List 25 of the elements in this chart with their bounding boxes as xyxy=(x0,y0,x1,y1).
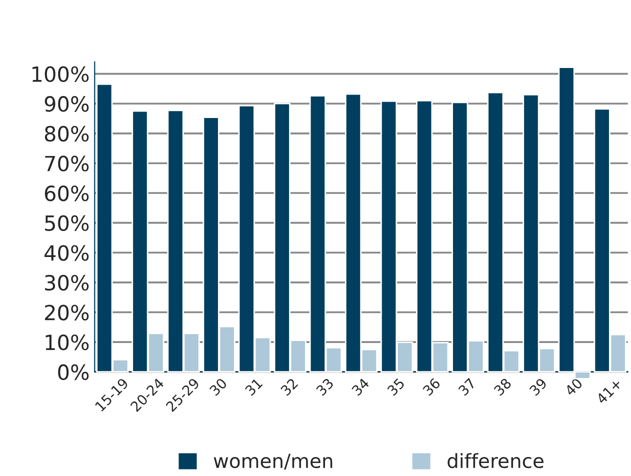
y-tick-label: 10% xyxy=(46,334,89,350)
y-tick-label: 70% xyxy=(45,156,89,172)
y-tick-label: 0% xyxy=(58,364,89,380)
x-tick-label: 33 xyxy=(316,378,334,396)
x-tick-label: 40 xyxy=(564,378,583,396)
x-tick-label: 31 xyxy=(244,378,263,396)
y-tick-label: 100% xyxy=(32,66,89,82)
x-tick-label: 32 xyxy=(280,378,298,396)
legend-label: women/men xyxy=(214,454,332,470)
y-tick-label: 40% xyxy=(44,245,89,261)
x-tick-label: 41+ xyxy=(596,378,622,404)
x-tick-label: 36 xyxy=(422,378,441,396)
y-tick-label: 60% xyxy=(44,185,89,202)
x-tick-label: 35 xyxy=(386,378,406,396)
y-tick-label: 50% xyxy=(45,215,89,232)
x-tick-label: 34 xyxy=(351,377,370,396)
legend-label: difference xyxy=(448,453,544,468)
y-tick-label: 80% xyxy=(44,126,89,142)
y-tick-label: 90% xyxy=(44,96,89,112)
x-tick-label: 37 xyxy=(458,378,476,396)
y-tick-label: 30% xyxy=(45,274,89,291)
x-tick-label: 39 xyxy=(528,378,548,396)
y-tick-label: 20% xyxy=(45,304,89,320)
x-tick-label: 30 xyxy=(208,378,228,396)
x-tick-label: 38 xyxy=(493,378,512,396)
